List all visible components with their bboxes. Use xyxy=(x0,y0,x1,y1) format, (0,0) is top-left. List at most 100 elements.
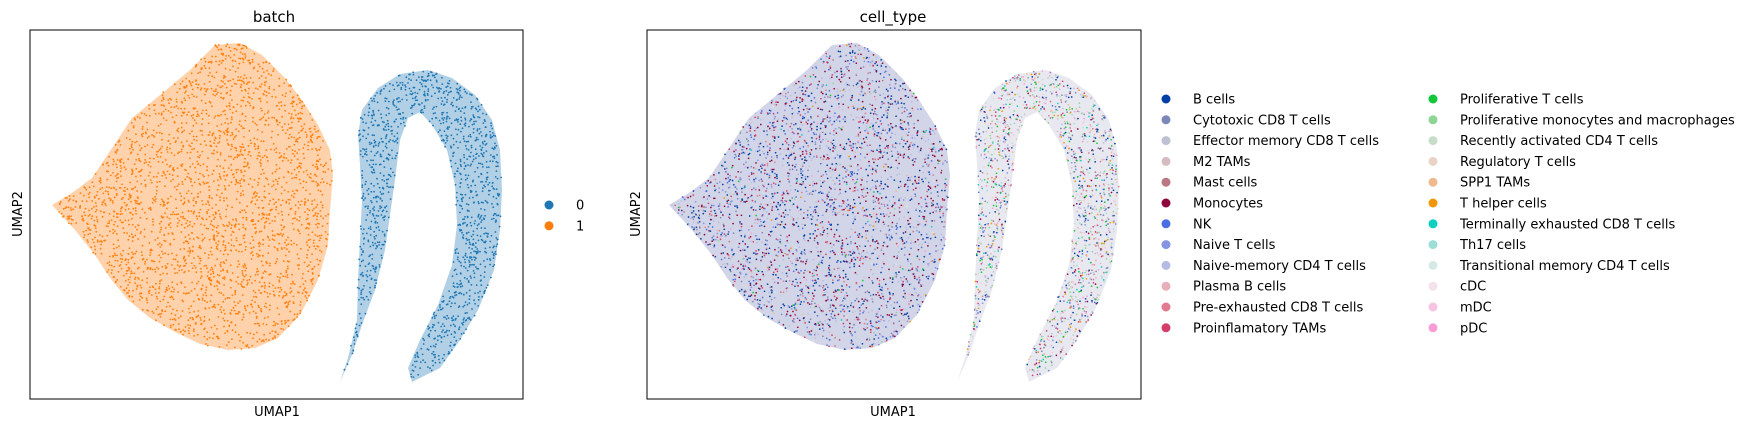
batch-1-point xyxy=(146,128,149,131)
batch-0-point xyxy=(381,257,383,259)
batch-1-point xyxy=(287,236,289,239)
batch-0-point xyxy=(367,227,370,230)
batch-0-point xyxy=(497,194,499,196)
batch-1-point xyxy=(222,294,225,296)
cell-type-point xyxy=(861,298,864,300)
cell-type-point xyxy=(873,94,876,96)
batch-1-point xyxy=(235,223,237,226)
batch-1-point xyxy=(287,123,290,126)
batch-1-point xyxy=(217,209,220,212)
batch-0-point xyxy=(419,367,421,369)
batch-1-point xyxy=(170,106,173,109)
batch-1-point xyxy=(248,59,251,62)
batch-0-point xyxy=(460,165,462,168)
batch-1-point xyxy=(255,317,258,319)
batch-1-point xyxy=(128,223,130,226)
batch-0-point xyxy=(468,295,471,297)
batch-1-point xyxy=(277,333,279,336)
batch-1-point xyxy=(226,139,228,141)
cell-type-point xyxy=(728,148,731,150)
batch-0-point xyxy=(372,159,374,162)
batch-1-point xyxy=(170,312,173,315)
batch-1-point xyxy=(285,78,288,81)
batch-1-point xyxy=(295,243,298,246)
batch-1-point xyxy=(203,300,206,302)
batch-0-point xyxy=(386,119,389,122)
batch-1-point xyxy=(237,181,240,184)
batch-1-point xyxy=(278,313,280,316)
batch-0-point xyxy=(370,97,372,100)
batch-1-point xyxy=(298,98,300,100)
batch-1-point xyxy=(157,150,160,153)
batch-1-point xyxy=(207,157,209,160)
batch-0-point xyxy=(412,73,415,76)
batch-1-point xyxy=(303,261,306,264)
batch-0-point xyxy=(352,349,355,352)
batch-0-point xyxy=(489,263,491,266)
batch-1-point xyxy=(156,185,158,188)
batch-1-point xyxy=(197,72,200,74)
cell-type-point xyxy=(723,262,726,265)
batch-1-point xyxy=(263,195,266,198)
batch-1-point xyxy=(327,233,329,236)
batch-1-point xyxy=(299,312,301,314)
batch-0-point xyxy=(446,334,449,337)
batch-1-point xyxy=(240,146,243,149)
batch-1-point xyxy=(129,276,132,279)
batch-1-point xyxy=(113,265,116,268)
batch-1-point xyxy=(231,111,234,114)
batch-0-point xyxy=(358,140,361,142)
cell-type-point xyxy=(875,240,878,242)
batch-1-point xyxy=(181,310,184,312)
batch-1-point xyxy=(148,161,151,164)
batch-1-point xyxy=(62,207,65,210)
batch-1-point xyxy=(116,259,119,262)
batch-1-point xyxy=(268,85,271,88)
batch-1-point xyxy=(224,178,227,181)
batch-1-point xyxy=(271,172,274,175)
cell-type-point xyxy=(931,154,934,157)
batch-0-point xyxy=(486,166,488,169)
cell-type-point xyxy=(816,87,819,90)
batch-1-point xyxy=(161,174,164,177)
batch-1-point xyxy=(260,75,263,77)
batch-1-point xyxy=(231,145,234,148)
batch-1-point xyxy=(119,144,122,146)
cell-type-point xyxy=(741,206,744,209)
batch-0-point xyxy=(378,266,381,268)
batch-1-point xyxy=(262,61,265,64)
batch-1-point xyxy=(114,230,116,233)
batch-1-point xyxy=(235,134,238,137)
cell-type-point xyxy=(859,178,862,180)
batch-1-point xyxy=(183,217,186,220)
cell-type-point xyxy=(821,214,824,217)
batch-1-point xyxy=(271,116,274,119)
batch-1-point xyxy=(249,242,252,245)
batch-1-point xyxy=(216,151,219,154)
batch-1-point xyxy=(122,249,125,252)
batch-0-point xyxy=(432,345,435,347)
batch-0-point xyxy=(465,203,468,205)
cell-type-point xyxy=(775,205,778,208)
batch-1-point xyxy=(244,264,247,267)
batch-0-point xyxy=(483,276,486,278)
batch-1-point xyxy=(209,269,212,271)
cell-type-point xyxy=(844,275,847,278)
batch-1-point xyxy=(98,197,100,200)
batch-1-point xyxy=(162,104,165,107)
batch-1-point xyxy=(267,73,270,75)
batch-1-point xyxy=(180,148,183,151)
cell-type-point xyxy=(786,161,789,164)
batch-1-point xyxy=(290,116,293,118)
batch-1-point xyxy=(183,226,186,229)
batch-0-point xyxy=(472,233,475,236)
cell-type-point xyxy=(723,233,726,235)
batch-1-point xyxy=(266,292,269,294)
cell-type-point xyxy=(829,242,832,245)
cell-type-point xyxy=(731,264,734,266)
batch-1-point xyxy=(307,141,310,144)
batch-0-point xyxy=(379,93,382,95)
batch-1-point xyxy=(224,229,227,232)
batch-1-point xyxy=(287,213,290,216)
batch-0-point xyxy=(485,150,488,153)
